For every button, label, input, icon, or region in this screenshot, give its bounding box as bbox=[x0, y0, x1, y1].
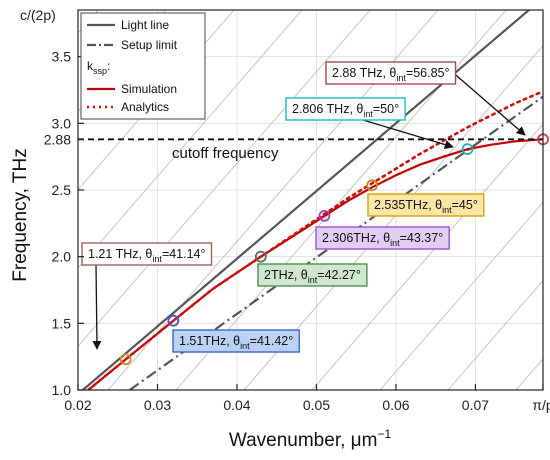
annotation-arrows bbox=[92, 72, 526, 350]
y-axis-title: Frequency, THz bbox=[10, 148, 31, 281]
x-tick-label: 0.04 bbox=[223, 397, 250, 413]
background-diagonal bbox=[78, 10, 371, 347]
annotation-box: 2THz, θint=42.27° bbox=[257, 263, 368, 287]
background-diagonal bbox=[515, 358, 543, 390]
annotation-frame bbox=[257, 263, 368, 287]
cutoff-group: cutoff frequency bbox=[78, 138, 543, 162]
background-diagonal bbox=[78, 10, 303, 269]
annotation-text: 2.535THz, θint=45° bbox=[374, 198, 478, 215]
annotation-box: 1.51THz, θint=41.42° bbox=[172, 329, 300, 353]
annotation-frame bbox=[315, 226, 450, 250]
y-tick-label: 2.5 bbox=[52, 182, 72, 198]
annotation-box: 2.306THz, θint=43.37° bbox=[315, 226, 450, 250]
data-marker bbox=[318, 209, 331, 222]
legend-label-analytics: Analytics bbox=[121, 100, 169, 114]
x-tick-label: 0.03 bbox=[144, 397, 171, 413]
annotation-box: 2.88 THz, θint=56.85° bbox=[325, 61, 457, 85]
plot-frame bbox=[77, 9, 544, 391]
x-axis-title: Wavenumber, μm−1 bbox=[229, 427, 392, 451]
y-tick-label: 2.0 bbox=[52, 249, 72, 265]
x-tick-label: 0.07 bbox=[462, 397, 489, 413]
y-tick-label: 3.0 bbox=[52, 115, 72, 131]
x-tick-label: 0.05 bbox=[303, 397, 330, 413]
data-marker bbox=[254, 250, 267, 263]
annotation-arrow bbox=[362, 119, 454, 150]
series-analytics bbox=[87, 90, 543, 390]
data-marker bbox=[167, 314, 180, 327]
annotation-frame bbox=[285, 97, 406, 121]
annotation-box: 2.535THz, θint=45° bbox=[367, 193, 485, 217]
data-marker bbox=[366, 179, 379, 192]
annotation-arrow bbox=[453, 72, 526, 136]
annotation-text: 1.21 THz, θint=41.14° bbox=[88, 247, 206, 264]
annotation-arrow bbox=[92, 264, 102, 350]
annotation-box: 2.806 THz, θint=50° bbox=[285, 97, 406, 121]
annotation-text: 1.51THz, θint=41.42° bbox=[179, 334, 293, 351]
series-light-line bbox=[82, 10, 531, 390]
x-tick-label: 0.06 bbox=[382, 397, 409, 413]
legend-box bbox=[80, 12, 206, 120]
annotation-frame bbox=[81, 242, 213, 266]
legend-label-light-line: Light line bbox=[121, 18, 169, 32]
legend-label-setup-limit: Setup limit bbox=[121, 38, 178, 52]
y-tick-label: 3.5 bbox=[52, 49, 72, 65]
annotation-frame bbox=[325, 61, 457, 85]
annotation-frame bbox=[172, 329, 300, 353]
x-tick-label: π/p bbox=[532, 397, 550, 413]
background-diagonal bbox=[379, 201, 543, 390]
markers-group bbox=[119, 133, 549, 366]
y-tick-label: 2.88 bbox=[44, 131, 71, 147]
annotation-text: 2THz, θint=42.27° bbox=[264, 268, 361, 285]
annotations-group: 1.21 THz, θint=41.14° 1.51THz, θint=41.42… bbox=[81, 61, 485, 353]
annotation-text: 2.306THz, θint=43.37° bbox=[322, 231, 443, 248]
data-marker bbox=[119, 353, 132, 366]
x-tick-label: 0.02 bbox=[64, 397, 91, 413]
cutoff-label: cutoff frequency bbox=[172, 145, 279, 162]
annotation-frame bbox=[367, 193, 485, 217]
corner-label: c/(2p) bbox=[20, 7, 56, 23]
legend-header: kssp: bbox=[87, 59, 110, 76]
annotation-box: 1.21 THz, θint=41.14° bbox=[81, 242, 213, 266]
background-diagonal bbox=[447, 279, 543, 390]
annotation-text: 2.88 THz, θint=56.85° bbox=[332, 66, 450, 83]
data-marker bbox=[461, 143, 474, 156]
annotation-text: 2.806 THz, θint=50° bbox=[292, 102, 399, 119]
y-tick-label: 1.5 bbox=[52, 315, 72, 331]
legend-label-simulation: Simulation bbox=[121, 82, 177, 96]
axis-ticks: 0.02 0.03 0.04 0.05 0.06 0.07 π/p 1.0 1.5 2.0 2.5 2… bbox=[44, 49, 550, 413]
y-tick-label: 1.0 bbox=[52, 382, 72, 398]
legend: Light line Setup limit kssp: Simulation … bbox=[80, 12, 206, 120]
